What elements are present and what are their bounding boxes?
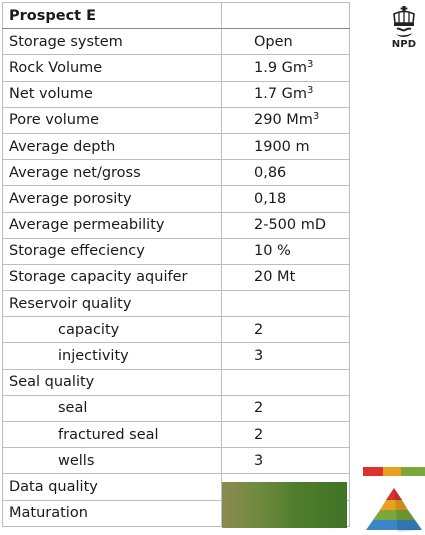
quality-scale-bar [363, 467, 425, 476]
row-value: 1900 m [221, 132, 350, 161]
row-label: capacity [2, 316, 222, 344]
row-label: Pore volume [2, 106, 222, 134]
table-row: Seal quality [2, 368, 350, 396]
row-value: 10 % [221, 237, 350, 265]
row-value [221, 368, 350, 396]
prospect-title: Prospect E [2, 1, 222, 30]
logo-text: NPD [391, 39, 417, 50]
row-label: Storage capacity aquifer [2, 263, 222, 292]
data-quality-maturation-bar [222, 482, 347, 528]
row-label: fractured seal [2, 420, 222, 449]
section-label: Reservoir quality [2, 290, 222, 318]
row-value: 2 [221, 316, 350, 344]
npd-logo: NPD [389, 6, 419, 52]
row-label: injectivity [2, 342, 222, 370]
row-value: 1.7 Gm [254, 86, 308, 103]
row-value: 0,86 [221, 159, 350, 187]
row-label: Storage effeciency [2, 237, 222, 265]
header-empty-cell [221, 1, 350, 30]
table-row: Reservoir quality [2, 290, 350, 318]
table-row: injectivity 3 [2, 342, 350, 370]
prospect-table: Prospect E Storage system Open Rock Volu… [2, 1, 350, 527]
section-label: Seal quality [2, 368, 222, 396]
row-label: Net volume [2, 80, 222, 108]
row-value [221, 290, 350, 318]
crown-icon [393, 6, 415, 37]
table-row: fractured seal 2 [2, 420, 350, 449]
row-label: Average permeability [2, 211, 222, 239]
row-value: 20 Mt [221, 263, 350, 292]
row-value: Open [221, 28, 350, 56]
table-row: Pore volume 290 Mm3 [2, 106, 350, 134]
row-label: Average net/gross [2, 159, 222, 187]
table-row: Average porosity 0,18 [2, 185, 350, 213]
row-value: 2-500 mD [221, 211, 350, 239]
row-value-cell: 1.9 Gm3 [221, 54, 350, 82]
row-label: Average depth [2, 132, 222, 161]
table-row: Net volume 1.7 Gm3 [2, 80, 350, 108]
row-value: 290 Mm [254, 112, 313, 129]
table-row: Average depth 1900 m [2, 132, 350, 161]
row-value: 3 [221, 447, 350, 475]
table-row: Storage capacity aquifer 20 Mt [2, 263, 350, 292]
maturation-pyramid-icon [366, 488, 422, 532]
row-value-cell: 1.7 Gm3 [221, 80, 350, 108]
table-row: Average permeability 2-500 mD [2, 211, 350, 239]
row-label: Data quality [2, 473, 222, 501]
row-label: Rock Volume [2, 54, 222, 82]
row-label: wells [2, 447, 222, 475]
row-label: seal [2, 394, 222, 423]
unit-exponent: 3 [307, 85, 314, 97]
table-row: seal 2 [2, 394, 350, 423]
table-row: Storage effeciency 10 % [2, 237, 350, 265]
row-value: 0,18 [221, 185, 350, 213]
row-value-cell: 290 Mm3 [221, 106, 350, 134]
table-row: wells 3 [2, 447, 350, 475]
row-value: 1.9 Gm [254, 59, 308, 76]
row-value: 3 [221, 342, 350, 370]
row-value: 2 [221, 420, 350, 449]
table-header-row: Prospect E [2, 1, 350, 30]
row-label: Average porosity [2, 185, 222, 213]
table-row: Rock Volume 1.9 Gm3 [2, 54, 350, 82]
row-label: Storage system [2, 28, 222, 56]
row-value: 2 [221, 394, 350, 423]
table-row: Storage system Open [2, 28, 350, 56]
unit-exponent: 3 [312, 111, 320, 123]
unit-exponent: 3 [307, 58, 314, 70]
row-label: Maturation [2, 499, 222, 527]
table-row: capacity 2 [2, 316, 350, 344]
table-row: Average net/gross 0,86 [2, 159, 350, 187]
